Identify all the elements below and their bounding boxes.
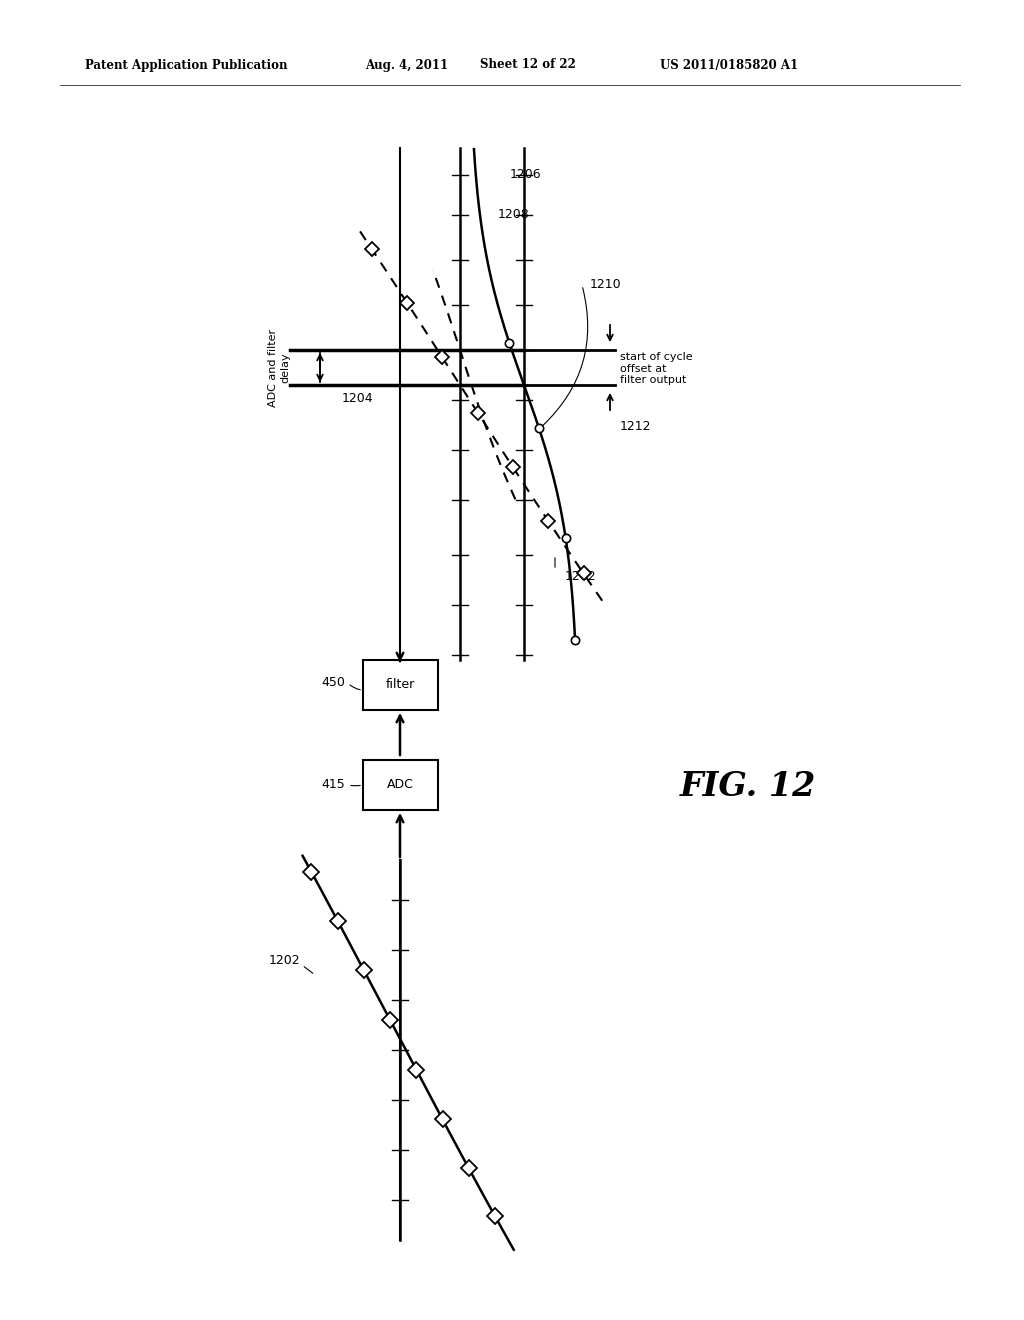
Text: 450: 450 <box>322 676 345 689</box>
Text: 415: 415 <box>322 779 345 792</box>
Text: FIG. 12: FIG. 12 <box>680 770 816 803</box>
Text: ADC and filter
delay: ADC and filter delay <box>268 329 290 407</box>
Text: filter: filter <box>385 678 415 692</box>
Text: Sheet 12 of 22: Sheet 12 of 22 <box>480 58 575 71</box>
Text: start of cycle
offset at
filter output: start of cycle offset at filter output <box>620 352 692 385</box>
Text: 1202: 1202 <box>565 570 597 583</box>
Text: 1208: 1208 <box>498 209 529 222</box>
Text: 1204: 1204 <box>342 392 374 405</box>
Bar <box>362 760 438 810</box>
Text: 1206: 1206 <box>510 168 542 181</box>
Text: 1202: 1202 <box>268 953 300 966</box>
Text: 1210: 1210 <box>590 279 622 292</box>
Text: Patent Application Publication: Patent Application Publication <box>85 58 288 71</box>
Bar <box>362 660 438 710</box>
Text: Aug. 4, 2011: Aug. 4, 2011 <box>365 58 449 71</box>
Text: ADC: ADC <box>387 779 414 792</box>
Text: US 2011/0185820 A1: US 2011/0185820 A1 <box>660 58 798 71</box>
Text: 1212: 1212 <box>620 420 651 433</box>
